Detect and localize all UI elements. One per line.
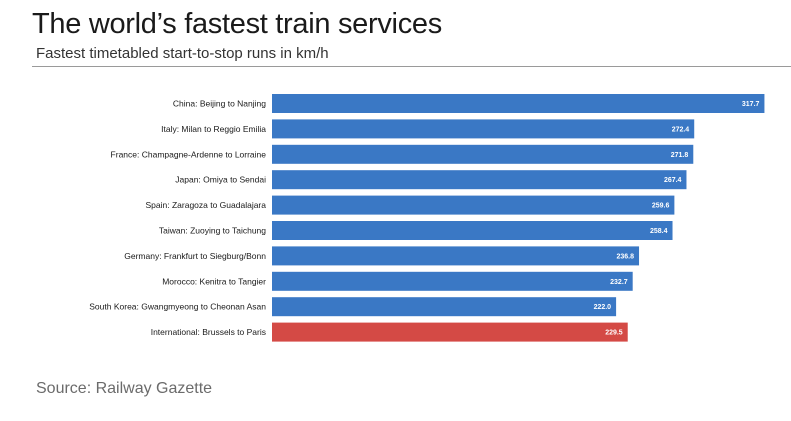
- category-label-morocco-kenitra-to-tangier: Morocco: Kenitra to Tangier: [162, 276, 266, 286]
- value-label-germany-frankfurt-to-siegburg-bonn: 236.8: [617, 253, 635, 260]
- category-label-spain-zaragoza-to-guadalajara: Spain: Zaragoza to Guadalajara: [146, 200, 267, 210]
- value-label-spain-zaragoza-to-guadalajara: 259.6: [652, 203, 670, 210]
- bar-japan-omiya-to-sendai: [272, 170, 687, 190]
- value-label-france-champagne-ardenne-to-lorraine: 271.8: [671, 152, 689, 159]
- bar-south-korea-gwangmyeong-to-cheonan-asan: [272, 297, 617, 317]
- title-divider: [32, 66, 791, 67]
- bar-international-brussels-to-paris: [272, 322, 628, 342]
- source-note: Source: Railway Gazette: [36, 380, 213, 397]
- value-label-china-beijing-to-nanjing: 317.7: [742, 101, 760, 108]
- bar-germany-frankfurt-to-siegburg-bonn: [272, 246, 640, 266]
- category-label-taiwan-zuoying-to-taichung: Taiwan: Zuoying to Taichung: [159, 226, 266, 236]
- category-label-france-champagne-ardenne-to-lorraine: France: Champagne-Ardenne to Lorraine: [111, 149, 267, 159]
- category-label-italy-milan-to-reggio-emilia: Italy: Milan to Reggio Emilia: [161, 124, 266, 134]
- chart-title: The world’s fastest train services: [32, 8, 442, 40]
- category-label-china-beijing-to-nanjing: China: Beijing to Nanjing: [173, 99, 266, 109]
- value-label-international-brussels-to-paris: 229.5: [605, 330, 623, 337]
- value-label-morocco-kenitra-to-tangier: 232.7: [610, 279, 628, 286]
- bar-china-beijing-to-nanjing: [272, 94, 765, 113]
- bar-italy-milan-to-reggio-emilia: [272, 119, 695, 139]
- chart-subtitle: Fastest timetabled start-to-stop runs in…: [36, 45, 329, 62]
- bar-morocco-kenitra-to-tangier: [272, 271, 633, 291]
- value-label-italy-milan-to-reggio-emilia: 272.4: [672, 126, 690, 133]
- bar-taiwan-zuoying-to-taichung: [272, 221, 673, 240]
- category-label-international-brussels-to-paris: International: Brussels to Paris: [151, 327, 266, 337]
- value-label-japan-omiya-to-sendai: 267.4: [664, 177, 682, 184]
- category-label-germany-frankfurt-to-siegburg-bonn: Germany: Frankfurt to Siegburg/Bonn: [124, 251, 266, 261]
- bar-spain-zaragoza-to-guadalajara: [272, 195, 675, 215]
- value-label-south-korea-gwangmyeong-to-cheonan-asan: 222.0: [594, 304, 612, 311]
- bar-france-champagne-ardenne-to-lorraine: [272, 144, 694, 164]
- category-label-south-korea-gwangmyeong-to-cheonan-asan: South Korea: Gwangmyeong to Cheonan Asan: [89, 302, 266, 312]
- value-label-taiwan-zuoying-to-taichung: 258.4: [650, 228, 668, 235]
- category-label-japan-omiya-to-sendai: Japan: Omiya to Sendai: [175, 175, 266, 185]
